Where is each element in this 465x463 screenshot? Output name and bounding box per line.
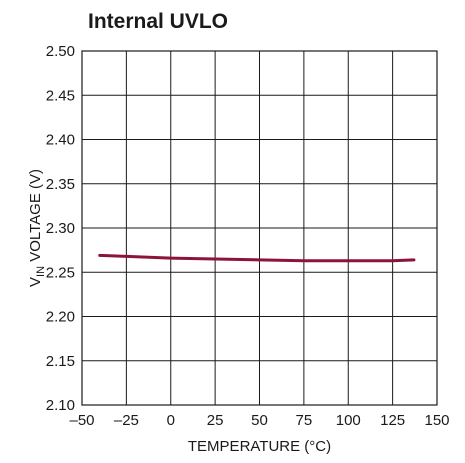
y-tick-label: 2.20 [46,309,75,326]
y-tick-label: 2.25 [46,264,75,281]
y-axis-label: VIN VOLTAGE (V) [27,169,47,287]
y-axis-label-main: V [27,277,44,287]
y-tick-label: 2.30 [46,220,75,237]
x-tick-label: 100 [336,412,361,429]
x-tick-label: 75 [296,412,313,429]
grid [82,51,437,405]
y-axis-label-subscript: IN [35,266,47,277]
y-axis-label-rest: VOLTAGE (V) [27,169,44,266]
y-tick-label: 2.45 [46,87,75,104]
x-axis-label: TEMPERATURE (°C) [188,438,331,455]
x-tick-label: 0 [167,412,175,429]
x-tick-labels: –50 –25 0 25 50 75 100 125 150 [69,412,449,429]
x-tick-label: 50 [251,412,268,429]
y-tick-label: 2.35 [46,176,75,193]
x-tick-label: 150 [424,412,449,429]
series-line [98,253,416,263]
y-tick-label: 2.15 [46,353,75,370]
series-layer [98,253,416,263]
x-tick-label: –50 [69,412,94,429]
x-tick-label: 25 [207,412,224,429]
plot-frame [81,50,438,406]
chart-title: Internal UVLO [88,10,228,33]
y-tick-label: 2.40 [46,132,75,149]
x-tick-label: 125 [380,412,405,429]
y-tick-label: 2.10 [46,397,75,414]
y-tick-label: 2.50 [46,43,75,60]
y-tick-labels: 2.50 2.45 2.40 2.35 2.30 2.25 2.20 2.15 2.10 [46,43,75,414]
x-tick-label: –25 [114,412,139,429]
